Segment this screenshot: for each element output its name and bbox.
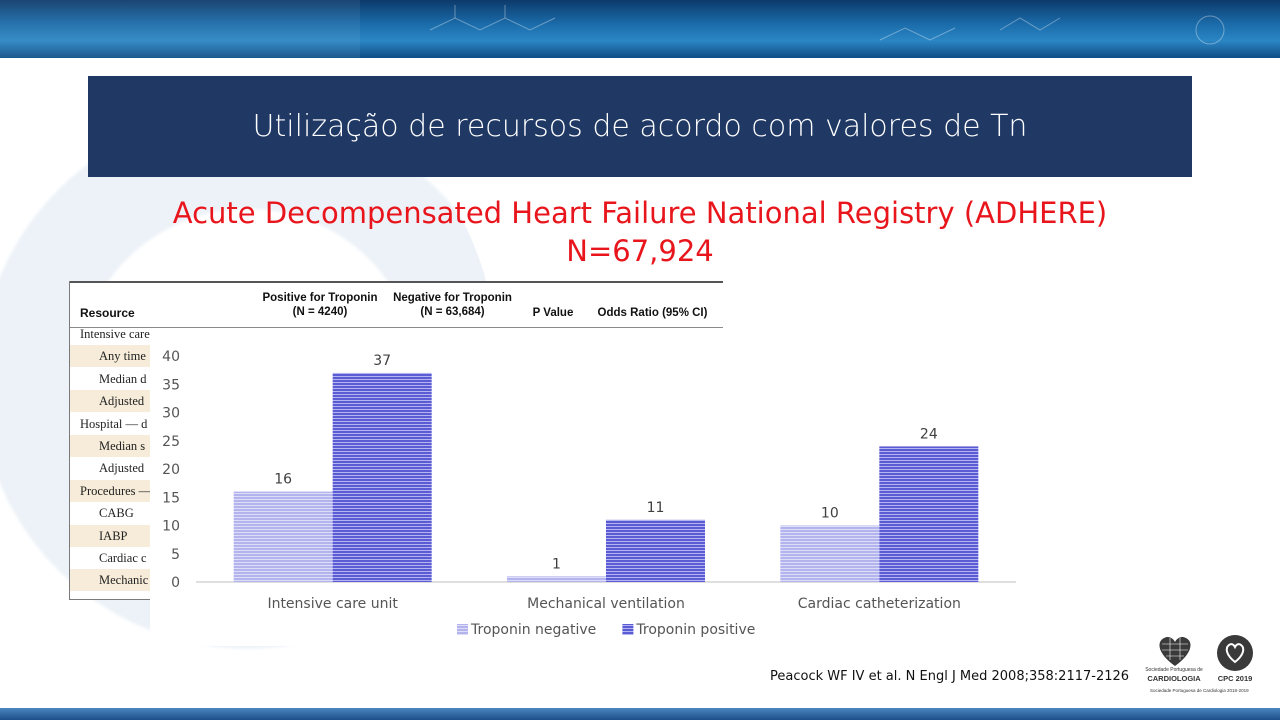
slide-title-bar: Utilização de recursos de acordo com val…: [88, 76, 1192, 177]
header-positive: Positive for Troponin (N = 4240): [255, 291, 385, 319]
footer-banner: [0, 708, 1280, 720]
data-label: 11: [647, 500, 665, 516]
table-top-rule: [70, 281, 723, 283]
y-tick-label: 35: [162, 377, 180, 393]
table-row-label: Median s: [99, 439, 146, 453]
subtitle-line-2: N=67,924: [566, 234, 714, 268]
bar-troponin-negative: [780, 525, 880, 582]
y-tick-label: 30: [162, 406, 180, 422]
table-row-label: Procedures —: [80, 483, 152, 498]
y-tick-label: 20: [162, 462, 180, 478]
table-row: Cardiac c: [70, 547, 723, 569]
legend-swatch: [457, 624, 468, 635]
bar-troponin-positive: [332, 372, 432, 582]
bar-chart: 0 5 10 15 20 25 30 35 40 16 37 Intensive care unit 1…: [162, 349, 1016, 638]
header-negative: Negative for Troponin (N = 63,684): [385, 291, 520, 319]
spc-caption-1: Sociedade Portuguesa de: [1145, 667, 1203, 673]
data-label: 16: [274, 472, 292, 488]
table-row-label: Adjusted: [99, 461, 145, 476]
table-row-label: Intensive care: [80, 327, 150, 341]
data-label: 10: [821, 506, 839, 522]
table-row: Intensive care: [70, 323, 723, 345]
table-row-label: Adjusted: [99, 394, 145, 409]
spc-caption-2: CARDIOLOGIA: [1147, 674, 1201, 683]
table-row-label: Median d: [99, 371, 147, 386]
header-odds-ratio: Odds Ratio (95% CI): [597, 307, 708, 319]
table-row-label: Cardiac c: [99, 551, 147, 565]
cpc-caption: CPC 2019: [1217, 674, 1253, 683]
header-banner: [0, 0, 1280, 58]
table-header-rule: [70, 327, 723, 328]
table-row-label: IABP: [99, 528, 128, 543]
table-row-label: Mechanic: [99, 573, 149, 588]
data-label: 1: [552, 556, 561, 572]
data-label: 24: [920, 426, 938, 442]
spc-heart-logo-icon: [1150, 630, 1200, 670]
category-label: Intensive care unit: [267, 596, 398, 612]
category-label: Mechanical ventilation: [527, 596, 685, 612]
molecule-decoration-icon: [0, 0, 1225, 58]
category-label: Cardiac catheterization: [798, 596, 961, 612]
legend-label: Troponin negative: [470, 622, 596, 638]
cpc-heart-logo-icon: [1216, 634, 1254, 672]
subtitle-line-1: Acute Decompensated Heart Failure Nation…: [172, 196, 1108, 230]
header-p-value: P Value: [532, 307, 574, 319]
y-tick-label: 40: [162, 349, 180, 365]
bar-troponin-positive: [879, 446, 979, 582]
bar-troponin-negative: [233, 491, 333, 582]
slide-title: Utilização de recursos de acordo com val…: [252, 109, 1028, 144]
chart-panel: 0 5 10 15 20 25 30 35 40 16 37 Intensive care unit 1…: [150, 332, 1040, 646]
bar-troponin-positive: [606, 519, 705, 582]
legend-swatch: [622, 624, 634, 635]
table-row: Adjusted: [70, 457, 723, 479]
y-tick-label: 0: [171, 575, 180, 591]
header-positive-label: Positive for Troponin: [262, 292, 378, 304]
bar-troponin-negative: [507, 576, 606, 582]
header-negative-label: Negative for Troponin: [393, 292, 512, 304]
table-row: CABG: [70, 502, 723, 524]
table-row-label: CABG: [99, 506, 134, 521]
data-label: 37: [373, 353, 391, 369]
table-row-label: Any time: [99, 349, 146, 364]
slide-subtitle: Acute Decompensated Heart Failure Nation…: [0, 194, 1280, 270]
y-tick-label: 5: [171, 547, 180, 563]
header-resource: Resource: [80, 306, 135, 320]
y-tick-label: 15: [162, 490, 180, 506]
y-tick-label: 25: [162, 434, 180, 450]
y-tick-label: 10: [162, 519, 180, 535]
table-row: Median d: [70, 368, 723, 390]
header-negative-n: (N = 63,684): [420, 306, 485, 318]
legend-label: Troponin positive: [635, 622, 755, 638]
spc-caption-3: Sociedade Portuguesa de Cardiologia 2018…: [1150, 688, 1249, 693]
citation: Peacock WF IV et al. N Engl J Med 2008;3…: [770, 669, 1130, 684]
header-positive-n: (N = 4240): [292, 306, 348, 318]
table-row: Hospital — d: [70, 413, 723, 435]
table-row-label: Hospital — d: [80, 416, 148, 431]
